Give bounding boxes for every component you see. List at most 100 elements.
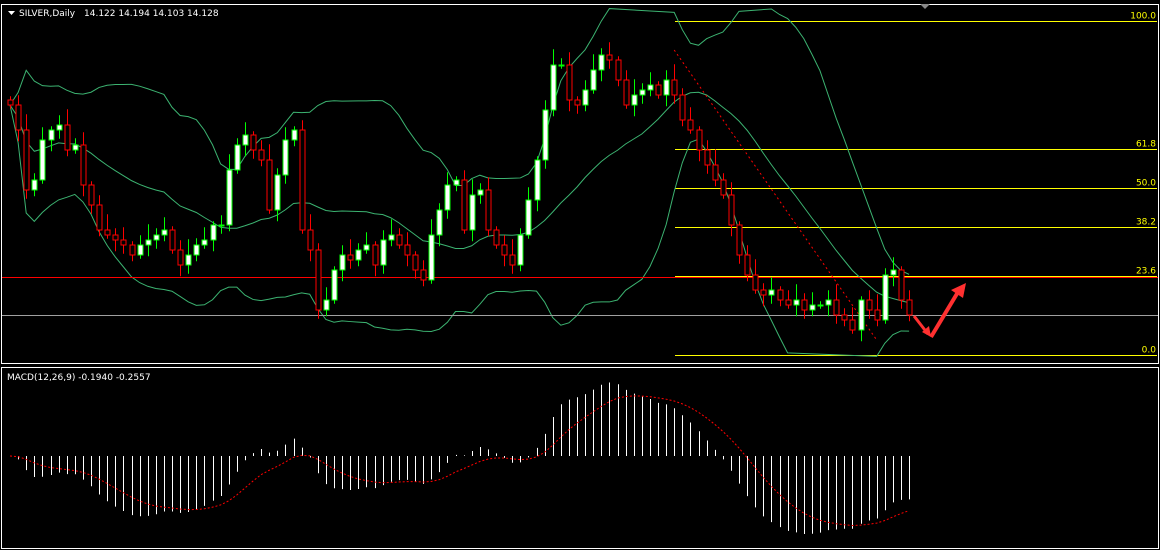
candle [606,42,613,69]
candle [590,54,597,94]
candle-body [80,144,87,186]
candles [7,42,913,342]
fibonacci-retracement[interactable]: 100.0 61.8 50.0 38.2 23.6 0.0 [675,12,1157,356]
candle [898,266,905,309]
candle-body [825,299,832,306]
macd-label: MACD(12,26,9) -0.1940 -0.2557 [7,373,151,383]
candle-body [347,254,354,261]
candle [453,176,460,192]
candle-body [39,139,46,181]
horizontal-lines[interactable] [2,49,1158,341]
candle-body [720,179,727,196]
candle-body [137,244,144,256]
candle-body [696,129,703,151]
candle [412,251,419,279]
candle-body [542,109,549,161]
candle [696,126,703,162]
candle [339,245,346,282]
candle-body [404,244,411,256]
candle-body [874,309,881,321]
candle [720,173,727,199]
candle-body [671,79,678,96]
candle [420,260,427,287]
candle [355,243,362,267]
candle-body [574,99,581,106]
candle [363,232,370,254]
candle-body [145,239,152,246]
candle [274,168,281,222]
trend-line[interactable] [673,49,878,341]
candle [752,259,759,294]
candle-body [72,144,79,151]
candle [250,131,257,159]
candle [582,80,589,112]
candle [623,70,630,109]
candle-body [323,299,330,311]
candle [882,268,889,324]
candle-body [218,224,225,227]
candle [509,239,516,274]
candle-body [112,234,119,241]
candle [631,79,638,117]
candle [793,284,800,317]
candle [436,203,443,247]
candle-body [31,179,38,191]
candle-body [679,94,686,121]
candle [210,221,217,252]
candle-body [882,274,889,321]
scroll-marker-icon[interactable] [920,4,930,9]
candle-body [615,59,622,81]
dropdown-triangle-icon[interactable] [8,11,15,15]
bollinger-lower-band [9,104,910,357]
candle-body [485,189,492,231]
candle [145,224,152,257]
candle-body [420,269,427,281]
candle [137,235,144,259]
candle [193,238,200,262]
candle-body [282,139,289,176]
candle-body [193,244,200,256]
candle-body [428,234,435,281]
candle-body [768,289,775,296]
candle-body [56,124,63,131]
candle [282,127,289,184]
candle-body [96,204,103,231]
candle-body [388,234,395,241]
candle [671,64,678,104]
candle-body [534,159,541,201]
candle-body [647,84,654,91]
candle [768,277,775,304]
candle [517,228,524,272]
candle-body [48,129,55,141]
candle [291,126,298,147]
candle [849,307,856,334]
candle-body [501,244,508,256]
candle-body [7,99,14,106]
candle-body [469,194,476,231]
candle [866,290,873,319]
candle [7,96,14,109]
candle-body [453,179,460,186]
candle [558,58,565,69]
candle [477,183,484,204]
candle-body [299,129,306,231]
candle [56,115,63,139]
candle-body [436,209,443,236]
candle [777,286,784,307]
candle-body [444,184,451,211]
candle [299,120,306,234]
candle-body [712,164,719,181]
candle-body [23,129,30,191]
candle [234,138,241,174]
candle-body [120,239,127,246]
candle [801,293,808,319]
candle-body [777,289,784,301]
candle-body [129,244,136,256]
candle-body [849,319,856,331]
candle [266,144,273,214]
fibo-level-label: 38.2 [1136,218,1156,228]
candle-body [623,79,630,106]
candle [501,235,508,267]
candle-body [558,64,565,67]
